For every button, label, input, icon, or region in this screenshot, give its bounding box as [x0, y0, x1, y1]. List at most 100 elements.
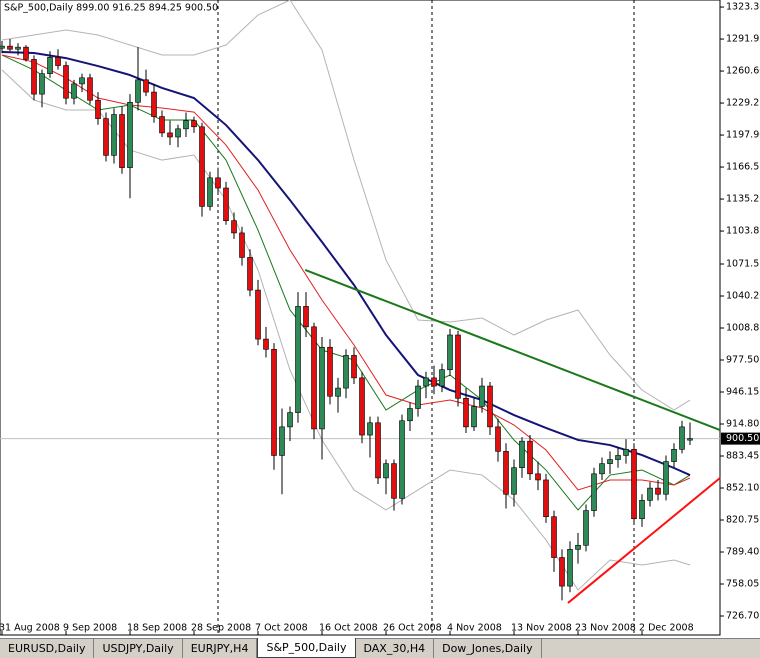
candle-body	[175, 128, 181, 138]
y-tick-label: 914.80	[726, 419, 759, 430]
candle-body	[407, 408, 413, 422]
candle-body	[143, 79, 149, 93]
y-tick-label: 946.15	[726, 387, 759, 398]
candle-body	[511, 467, 517, 495]
y-tick-label: 1135.20	[726, 194, 760, 205]
x-tick-label: 31 Aug 2008	[0, 623, 60, 634]
x-tick-label: 23 Nov 2008	[575, 623, 636, 634]
candle-body	[623, 449, 629, 456]
candle-body	[447, 334, 453, 371]
candle-body	[119, 114, 125, 168]
candle-body	[567, 549, 573, 587]
chart-tab[interactable]: EURJPY,H4	[183, 639, 258, 658]
price-label-box	[721, 432, 760, 445]
candle-body	[647, 487, 653, 501]
candle-body	[295, 306, 301, 413]
candle-body	[199, 126, 205, 207]
candle-body	[71, 83, 77, 99]
x-tick-label: 7 Oct 2008	[255, 623, 308, 634]
candle-body	[215, 177, 221, 189]
candle-body	[487, 385, 493, 428]
chart-header: S&P_500,Daily 899.00 916.25 894.25 900.5…	[4, 3, 218, 14]
y-tick-label: 758.05	[726, 579, 759, 590]
x-tick-label: 13 Nov 2008	[511, 623, 572, 634]
candle-body	[519, 440, 525, 469]
candle-body	[455, 334, 461, 399]
candle-body	[135, 79, 141, 103]
trend-line	[567, 477, 721, 604]
candle-body	[535, 473, 541, 481]
chart-tab[interactable]: EURUSD,Daily	[0, 639, 95, 658]
candle-body	[47, 57, 53, 74]
candle-body	[327, 346, 333, 397]
y-tick-label: 1040.20	[726, 291, 760, 302]
candle-body	[159, 116, 165, 134]
candle-body	[431, 377, 437, 387]
candle-body	[615, 455, 621, 460]
chart-tab[interactable]: S&P_500,Daily	[257, 638, 356, 658]
candle-body	[87, 77, 93, 101]
candle-body	[167, 132, 173, 138]
chart: S&P_500,Daily 899.00 916.25 894.25 900.5…	[0, 0, 760, 636]
candle-body	[495, 426, 501, 452]
candle-body	[423, 377, 429, 387]
chart-tab[interactable]: USDJPY,Daily	[94, 639, 183, 658]
candle-body	[279, 426, 285, 456]
candle-body	[151, 91, 157, 117]
candle-body	[231, 220, 237, 234]
candle-body	[15, 46, 21, 50]
candle-body	[39, 73, 45, 95]
y-tick-label: 1229.25	[726, 98, 760, 109]
y-tick-label: 883.45	[726, 451, 759, 462]
x-tick-label: 18 Sep 2008	[127, 623, 187, 634]
candle-body	[263, 338, 269, 350]
candle-body	[191, 120, 197, 128]
candle-body	[183, 120, 189, 130]
candle-body	[239, 232, 245, 258]
candle-body	[463, 397, 469, 428]
candle-body	[663, 461, 669, 495]
y-tick-label: 1166.55	[726, 162, 760, 173]
candle-body	[503, 451, 509, 495]
x-tick-label: 2 Dec 2008	[639, 623, 694, 634]
y-tick-label: 789.40	[726, 547, 759, 558]
candle-body	[271, 348, 277, 456]
candle-body	[55, 57, 61, 66]
candle-body	[631, 449, 637, 520]
x-tick-label: 9 Sep 2008	[63, 623, 117, 634]
candle-body	[655, 487, 661, 495]
candle-body	[207, 177, 213, 207]
candle-body	[343, 355, 349, 389]
candle-body	[591, 473, 597, 511]
y-tick-label: 820.75	[726, 515, 759, 526]
candle-body	[95, 99, 101, 119]
candle-body	[575, 544, 581, 550]
candle-body	[31, 59, 37, 95]
chart-tab[interactable]: DAX_30,H4	[356, 639, 435, 658]
trend-line	[304, 269, 721, 431]
candle-body	[223, 187, 229, 221]
y-tick-label: 1197.90	[726, 130, 760, 141]
candle-body	[399, 420, 405, 499]
candle-body	[687, 438, 693, 441]
candle-body	[599, 463, 605, 475]
candle-body	[471, 406, 477, 428]
y-tick-label: 977.50	[726, 355, 759, 366]
candle-body	[319, 346, 325, 430]
candle-body	[0, 45, 5, 49]
y-tick-label: 1071.55	[726, 259, 760, 270]
price-label: 900.50	[726, 433, 759, 444]
x-tick-label: 16 Oct 2008	[319, 623, 378, 634]
candle-body	[551, 516, 557, 558]
candle-body	[415, 385, 421, 409]
candle-body	[7, 45, 13, 50]
candle-body	[583, 510, 589, 546]
chart-tab[interactable]: Dow_Jones,Daily	[434, 639, 542, 658]
candle-body	[679, 426, 685, 450]
candle-body	[287, 412, 293, 428]
y-tick-label: 1008.85	[726, 323, 760, 334]
candle-body	[391, 463, 397, 499]
candle-body	[111, 114, 117, 156]
candle-body	[671, 449, 677, 462]
